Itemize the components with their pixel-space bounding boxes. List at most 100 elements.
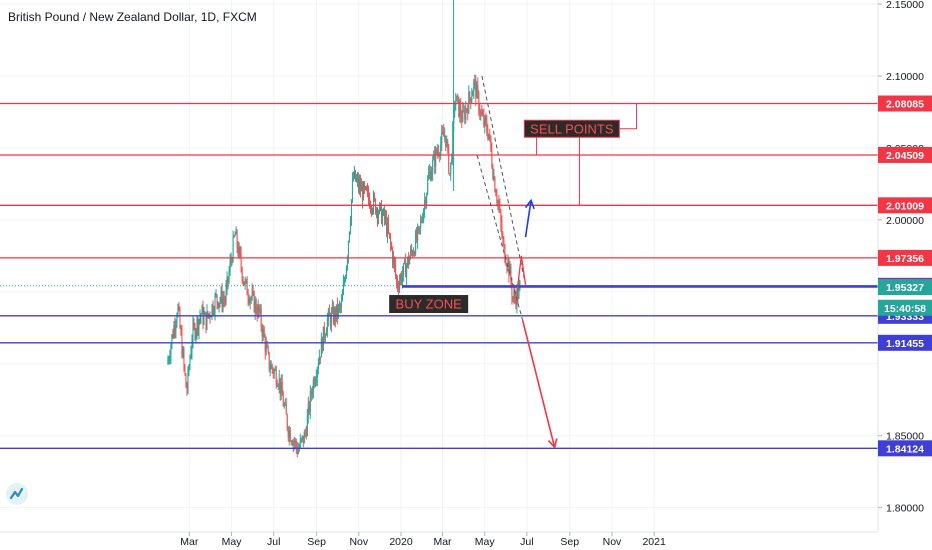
candle-body bbox=[497, 201, 499, 203]
candle bbox=[178, 302, 180, 312]
candle bbox=[290, 439, 292, 446]
candle-body bbox=[252, 291, 254, 293]
candle-body bbox=[392, 249, 394, 263]
candle-body bbox=[281, 382, 283, 396]
candle bbox=[459, 99, 461, 123]
candle bbox=[345, 265, 347, 279]
candle bbox=[321, 336, 323, 354]
x-tick-label: May bbox=[222, 536, 243, 548]
candle-body bbox=[415, 233, 417, 255]
candle bbox=[326, 312, 328, 338]
candle bbox=[215, 289, 217, 298]
candle-body bbox=[239, 247, 241, 255]
candle bbox=[512, 295, 514, 303]
candle bbox=[480, 109, 482, 121]
price-axis: 2.150002.100002.050002.000001.850001.800… bbox=[877, 0, 932, 550]
candle-body bbox=[283, 405, 285, 407]
candle-body bbox=[450, 162, 452, 174]
candle-body bbox=[325, 331, 327, 336]
candle-body bbox=[412, 251, 414, 256]
candle bbox=[357, 172, 359, 194]
candle-body bbox=[366, 190, 368, 192]
candle-body bbox=[319, 356, 321, 358]
candle-body bbox=[220, 290, 222, 301]
candle-body bbox=[326, 319, 328, 332]
candle bbox=[308, 400, 310, 415]
candle bbox=[466, 107, 468, 113]
candle-body bbox=[376, 209, 378, 214]
candle bbox=[239, 245, 241, 258]
candle bbox=[439, 152, 441, 163]
candle bbox=[501, 215, 503, 239]
candle-body bbox=[517, 288, 519, 299]
x-tick-label: Nov bbox=[349, 536, 368, 548]
candle-body bbox=[219, 300, 221, 303]
candle-body bbox=[498, 201, 500, 207]
candle-body bbox=[387, 222, 389, 235]
candle bbox=[204, 311, 206, 315]
candle bbox=[202, 300, 204, 330]
candle bbox=[277, 383, 279, 390]
candle-body bbox=[466, 108, 468, 110]
candle bbox=[487, 124, 489, 141]
candle bbox=[400, 272, 402, 286]
buy-zone-label: BUY ZONE bbox=[389, 295, 469, 314]
candle bbox=[271, 363, 273, 374]
candle bbox=[476, 81, 478, 99]
candle-body bbox=[420, 220, 422, 227]
candle-body bbox=[408, 257, 410, 265]
candle-body bbox=[388, 222, 390, 233]
candle bbox=[282, 390, 284, 407]
candle-body bbox=[169, 357, 171, 360]
candle bbox=[432, 155, 434, 181]
candle bbox=[230, 252, 232, 268]
candle-body bbox=[403, 263, 405, 275]
time-axis: Mar May Jul Sep Nov 2020 Mar May Jul Sep Nov 2021 bbox=[0, 531, 878, 550]
candle-body bbox=[294, 440, 296, 443]
candle bbox=[452, 120, 454, 166]
candle bbox=[339, 302, 341, 314]
candle bbox=[496, 188, 498, 207]
candle bbox=[365, 185, 367, 192]
trend-channel-line bbox=[481, 75, 526, 285]
candle bbox=[206, 304, 208, 331]
candle-body bbox=[515, 297, 517, 306]
candle-body bbox=[241, 267, 243, 280]
candle bbox=[351, 172, 353, 204]
candle-body bbox=[278, 378, 280, 386]
candle-body bbox=[322, 326, 324, 351]
candle-body bbox=[380, 203, 382, 205]
candle bbox=[184, 364, 186, 376]
candle bbox=[420, 214, 422, 235]
candle-body bbox=[390, 235, 392, 245]
candle bbox=[472, 90, 474, 97]
candle bbox=[444, 127, 446, 143]
candle bbox=[211, 303, 213, 321]
candle-body bbox=[232, 236, 234, 262]
candle-body bbox=[402, 274, 404, 283]
candle-body bbox=[270, 364, 272, 369]
candle-body bbox=[275, 369, 277, 385]
candle bbox=[242, 276, 244, 286]
candle-body bbox=[267, 347, 269, 353]
candle-body bbox=[206, 311, 208, 329]
candle-body bbox=[225, 287, 227, 301]
candle bbox=[223, 290, 225, 308]
candle-body bbox=[170, 345, 172, 358]
candle-body bbox=[494, 177, 496, 192]
candle bbox=[495, 188, 497, 197]
candle bbox=[362, 181, 364, 201]
candle bbox=[474, 74, 476, 90]
candle-body bbox=[474, 79, 476, 82]
candle bbox=[220, 286, 222, 304]
x-tick-label: Mar bbox=[180, 536, 199, 548]
candle bbox=[392, 246, 394, 268]
candle bbox=[234, 231, 236, 237]
candle bbox=[429, 163, 431, 179]
candle-body bbox=[229, 260, 231, 272]
candle bbox=[172, 328, 174, 339]
candle-body bbox=[382, 214, 384, 224]
candle-body bbox=[280, 382, 282, 394]
candle-body bbox=[452, 124, 454, 160]
